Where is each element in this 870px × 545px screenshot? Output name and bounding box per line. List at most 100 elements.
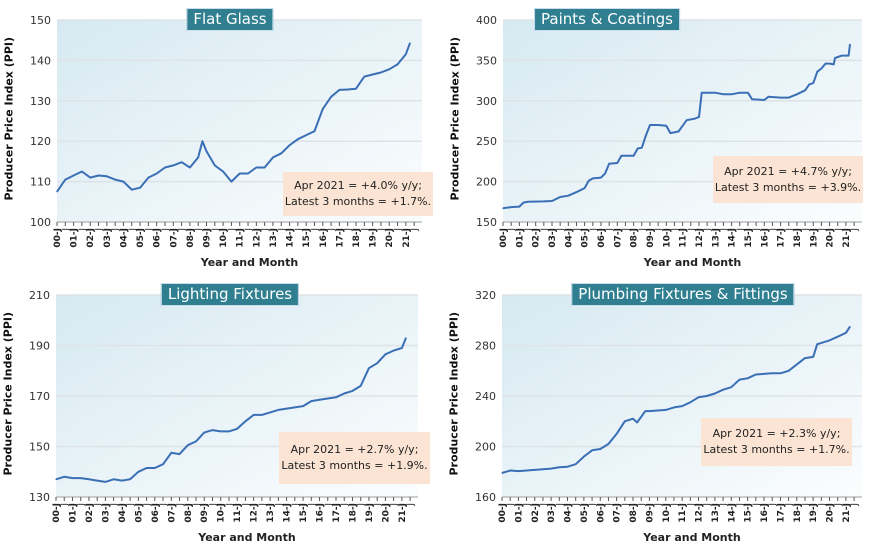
- annotation-box: Apr 2021 = +4.0% y/y; Latest 3 months = +…: [283, 172, 433, 216]
- annotation-box: Apr 2021 = +4.7% y/y; Latest 3 months = +…: [713, 156, 863, 203]
- data-point: [335, 396, 337, 398]
- data-point: [591, 449, 593, 451]
- x-tick-label: 03-J: [101, 503, 111, 523]
- data-point: [139, 187, 141, 189]
- x-tick-mark-label: J: [159, 503, 169, 507]
- data-point: [147, 176, 149, 179]
- x-tick-label: 20-J: [826, 503, 836, 523]
- data-point: [751, 98, 753, 100]
- data-point: [220, 430, 222, 432]
- data-point: [849, 43, 851, 45]
- data-point: [669, 132, 671, 134]
- data-point: [738, 378, 741, 381]
- y-tick-label: 150: [30, 14, 51, 27]
- x-tick-mark-label: J: [211, 228, 221, 232]
- data-point: [657, 124, 659, 126]
- x-tick-mark-label: J: [801, 228, 811, 232]
- x-tick-mark-label: J: [621, 503, 631, 507]
- x-tick-label: 17-J: [776, 503, 786, 523]
- data-point: [649, 124, 651, 126]
- x-tick-label: 14-J: [283, 503, 293, 523]
- x-tick-mark-label: J: [785, 503, 795, 507]
- x-tick-label: 21-J: [842, 503, 852, 523]
- y-tick-label: 320: [475, 289, 496, 302]
- data-point: [96, 479, 98, 482]
- data-point: [351, 390, 354, 392]
- x-tick-mark-label: J: [670, 503, 680, 507]
- data-point: [816, 343, 818, 345]
- data-point: [714, 92, 716, 94]
- data-point: [755, 373, 757, 376]
- x-tick-mark-label: J: [539, 503, 549, 507]
- data-point: [739, 92, 741, 94]
- data-point: [543, 200, 545, 202]
- data-point: [104, 481, 107, 483]
- x-tick-mark-label: J: [274, 503, 284, 507]
- y-tick-label: 120: [30, 135, 51, 148]
- data-point: [313, 130, 316, 132]
- y-tick-label: 130: [29, 491, 50, 504]
- data-point: [584, 187, 586, 189]
- x-tick-mark-label: J: [719, 228, 729, 232]
- data-point: [89, 176, 91, 179]
- data-point: [665, 409, 667, 411]
- x-tick-mark-label: J: [77, 503, 87, 507]
- data-point: [305, 134, 307, 136]
- x-tick-mark-label: J: [93, 503, 103, 507]
- x-tick-mark-label: J: [523, 228, 533, 232]
- x-tick-label: 11-J: [679, 228, 689, 248]
- x-tick-label: 11-J: [678, 503, 688, 523]
- y-tick-label: 160: [475, 491, 496, 504]
- series-line: [501, 326, 851, 474]
- x-tick-label: 20-J: [381, 503, 391, 523]
- y-tick-label: 240: [475, 390, 496, 403]
- y-tick-label: 300: [476, 95, 497, 108]
- x-tick-label: 07-J: [613, 503, 623, 523]
- series-line: [55, 337, 407, 483]
- x-tick-label: 17-J: [777, 228, 787, 248]
- y-tick-label: 100: [30, 216, 51, 229]
- annotation-line: Apr 2021 = +4.0% y/y;: [294, 179, 422, 192]
- data-point: [599, 448, 601, 450]
- x-tick-mark-label: J: [192, 503, 202, 507]
- x-tick-mark-label: J: [406, 503, 416, 507]
- data-point: [804, 89, 806, 91]
- data-point: [722, 93, 725, 95]
- data-point: [701, 92, 703, 94]
- chart-title: Plumbing Fixtures & Fittings: [571, 283, 795, 306]
- data-point: [648, 410, 650, 412]
- data-point: [81, 170, 83, 173]
- data-point: [376, 362, 378, 364]
- data-point: [269, 411, 271, 414]
- data-point: [205, 150, 208, 152]
- x-tick-mark-label: J: [654, 503, 664, 507]
- data-point: [131, 189, 133, 191]
- x-tick-mark-label: J: [176, 503, 186, 507]
- data-point: [849, 325, 851, 328]
- data-point: [405, 337, 407, 339]
- chart-title: Flat Glass: [186, 8, 274, 31]
- data-point: [730, 386, 732, 388]
- data-point: [517, 470, 519, 472]
- x-tick-mark-label: J: [735, 503, 745, 507]
- x-tick-label: 04-J: [118, 503, 128, 523]
- x-tick-label: 05-J: [580, 503, 590, 523]
- data-point: [71, 477, 74, 479]
- x-tick-label: 20-J: [826, 228, 836, 248]
- x-tick-label: 09-J: [646, 228, 656, 248]
- x-tick-label: 05-J: [581, 228, 591, 248]
- x-tick-mark-label: J: [126, 503, 136, 507]
- data-point: [197, 156, 199, 158]
- x-tick-label: 15-J: [744, 228, 754, 248]
- x-tick-label: 01-J: [515, 228, 525, 248]
- x-tick-label: 00-J: [499, 228, 509, 248]
- x-tick-label: 05-J: [134, 503, 144, 523]
- x-tick-mark-label: J: [589, 228, 599, 232]
- x-tick-label: 12-J: [695, 503, 705, 523]
- data-point: [656, 409, 659, 412]
- x-tick-mark-label: J: [261, 228, 271, 232]
- x-tick-mark-label: J: [506, 503, 516, 507]
- data-point: [824, 63, 827, 65]
- y-tick-label: 110: [30, 176, 51, 189]
- data-point: [195, 440, 197, 443]
